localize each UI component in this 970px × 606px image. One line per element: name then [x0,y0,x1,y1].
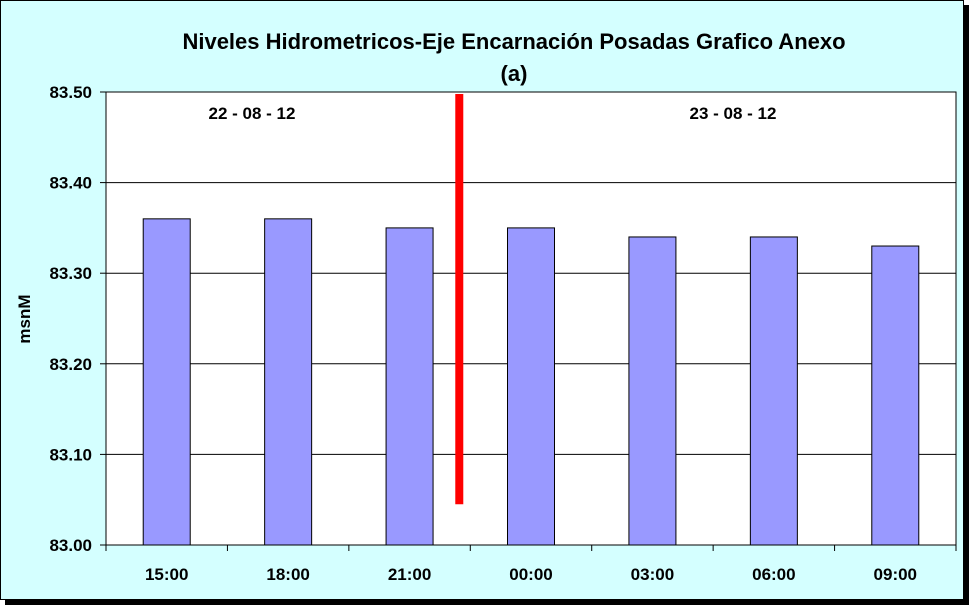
chart-subtitle: (a) [501,61,528,86]
x-tick-label: 21:00 [388,565,431,584]
bar [142,218,191,546]
date-annotation-day1: 22 - 08 - 12 [209,104,296,123]
x-tick-labels: 15:00 18:00 21:00 00:00 03:00 06:00 09:00 [145,565,917,584]
y-tick-label: 83.40 [49,174,92,193]
y-tick-label: 83.10 [49,445,92,464]
y-tick-label: 83.50 [49,83,92,102]
x-tick-label: 00:00 [509,565,552,584]
x-tick-label: 18:00 [266,565,309,584]
bars [142,218,920,546]
y-axis-label: msnM [15,294,34,343]
y-tick-label: 83.00 [49,536,92,555]
chart-title: Niveles Hidrometricos-Eje Encarnación Po… [182,29,845,54]
date-annotation-day2: 23 - 08 - 12 [690,104,777,123]
bar [507,227,555,546]
axes [100,91,957,551]
y-tick-label: 83.20 [49,355,92,374]
bar [628,236,677,546]
bar [385,227,434,546]
bar [871,245,920,546]
y-tick-label: 83.30 [49,264,92,283]
x-tick-label: 09:00 [874,565,917,584]
bar-chart: 83.00 83.10 83.20 83.30 83.40 83.50 15:00 18:0… [15,29,957,584]
x-tick-label: 15:00 [145,565,188,584]
bar [749,236,798,546]
x-tick-label: 06:00 [752,565,795,584]
x-tick-label: 03:00 [631,565,674,584]
y-tick-labels: 83.00 83.10 83.20 83.30 83.40 83.50 [49,83,92,555]
bar [264,218,313,546]
